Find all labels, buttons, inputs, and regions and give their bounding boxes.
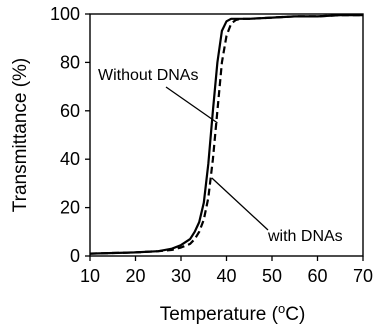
y-axis-label: Transmittance (%)	[10, 58, 31, 213]
x-tick-label: 30	[171, 266, 191, 286]
y-tick-label: 40	[60, 149, 80, 169]
x-tick-label: 40	[216, 266, 236, 286]
ticks: 10 20 30 40 50 60 70 0 20 40 60 80 100	[50, 4, 373, 286]
annotation-with-dnas: with DNAs	[267, 228, 343, 245]
x-tick-label: 20	[125, 266, 145, 286]
x-axis-label-sup: o	[278, 301, 285, 316]
plot-area-border	[89, 13, 364, 257]
x-tick-label: 10	[80, 266, 100, 286]
annotation-leader-with-dnas	[211, 177, 269, 231]
annotation-leader-without-dnas	[165, 86, 218, 124]
x-axis-label: Temperature (oC)	[160, 301, 306, 325]
x-axis-label-main: Temperature (	[160, 304, 279, 325]
series-layer	[89, 14, 363, 255]
y-tick-label: 100	[50, 4, 80, 24]
x-axis-label-unit: C)	[285, 304, 305, 325]
series-line-dashed	[89, 14, 363, 255]
y-tick-label: 0	[70, 246, 80, 266]
x-tick-label: 70	[353, 266, 373, 286]
x-tick-label: 50	[262, 266, 282, 286]
annotation-without-dnas: Without DNAs	[98, 67, 198, 84]
x-tick-label: 60	[307, 266, 327, 286]
y-tick-label: 60	[60, 101, 80, 121]
plot-frame	[89, 13, 364, 257]
annotations: Without DNAs with DNAs	[98, 67, 343, 245]
series-line-solid	[89, 14, 363, 255]
y-tick-label: 80	[60, 52, 80, 72]
y-tick-label: 20	[60, 198, 80, 218]
